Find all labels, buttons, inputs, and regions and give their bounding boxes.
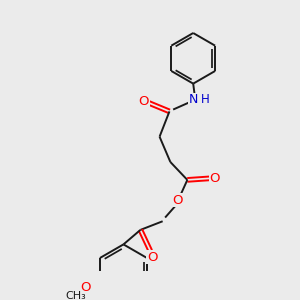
Text: O: O [210, 172, 220, 185]
Text: N: N [188, 93, 198, 106]
Text: H: H [201, 93, 209, 106]
Text: CH₃: CH₃ [66, 291, 86, 300]
Text: O: O [139, 95, 149, 108]
Text: O: O [80, 281, 90, 294]
Text: O: O [172, 194, 182, 207]
Text: O: O [147, 250, 158, 264]
